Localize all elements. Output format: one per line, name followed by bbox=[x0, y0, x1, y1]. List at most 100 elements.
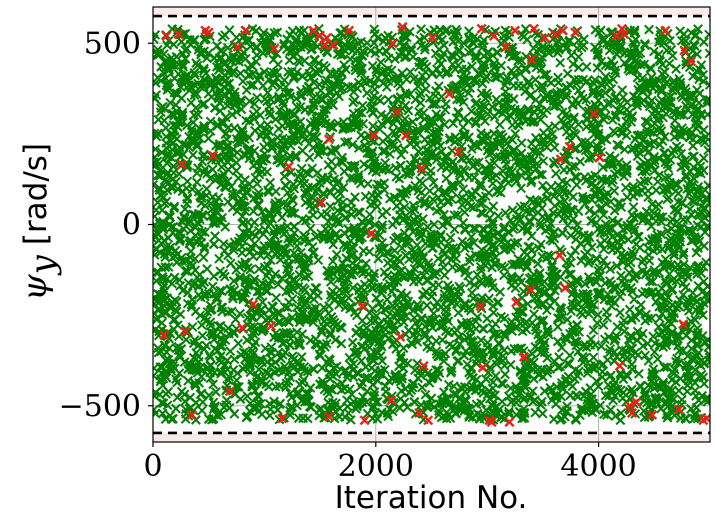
data-point bbox=[671, 64, 682, 74]
data-point bbox=[267, 79, 278, 90]
data-point bbox=[203, 88, 214, 99]
data-point bbox=[231, 107, 242, 117]
data-point bbox=[703, 342, 710, 353]
data-point bbox=[225, 346, 236, 357]
data-point bbox=[453, 106, 464, 117]
data-point bbox=[300, 104, 311, 115]
data-point bbox=[538, 156, 549, 166]
data-point bbox=[225, 258, 236, 269]
data-point bbox=[251, 106, 262, 117]
data-point bbox=[199, 34, 210, 45]
data-point bbox=[647, 367, 658, 378]
data-point bbox=[570, 161, 581, 172]
data-point bbox=[303, 388, 314, 399]
data-point bbox=[580, 145, 591, 156]
data-point bbox=[506, 65, 517, 76]
data-point bbox=[526, 177, 537, 188]
data-point bbox=[439, 270, 450, 281]
data-point bbox=[477, 198, 488, 209]
data-point bbox=[555, 57, 566, 68]
data-point bbox=[516, 183, 526, 194]
data-point bbox=[193, 109, 203, 120]
data-point bbox=[654, 54, 665, 65]
data-point bbox=[449, 224, 460, 235]
data-point bbox=[235, 308, 245, 319]
data-point bbox=[214, 202, 225, 213]
data-point bbox=[571, 172, 582, 183]
data-point bbox=[199, 244, 210, 254]
data-point bbox=[420, 389, 431, 400]
data-point bbox=[343, 408, 354, 418]
data-point bbox=[315, 85, 326, 96]
data-point bbox=[629, 212, 639, 223]
data-point bbox=[618, 253, 629, 264]
data-point bbox=[272, 27, 283, 38]
data-point bbox=[353, 253, 364, 264]
data-point bbox=[481, 71, 492, 82]
data-point bbox=[631, 239, 642, 250]
data-point bbox=[542, 327, 553, 338]
data-point bbox=[416, 314, 427, 325]
data-point bbox=[420, 84, 431, 94]
data-point bbox=[350, 192, 360, 203]
data-point bbox=[161, 389, 172, 399]
data-point bbox=[617, 85, 628, 96]
data-point bbox=[598, 244, 609, 255]
data-point bbox=[494, 119, 505, 130]
data-point bbox=[613, 198, 624, 208]
data-point bbox=[551, 168, 561, 179]
data-point bbox=[445, 232, 456, 243]
data-point bbox=[391, 201, 402, 211]
data-point bbox=[576, 238, 586, 249]
data-point bbox=[600, 71, 611, 82]
data-point bbox=[395, 187, 406, 198]
data-point bbox=[197, 330, 208, 341]
data-point bbox=[609, 186, 620, 196]
data-point bbox=[216, 368, 226, 379]
data-point bbox=[520, 24, 531, 34]
data-point bbox=[469, 237, 479, 248]
data-point bbox=[223, 196, 233, 207]
data-point bbox=[402, 402, 413, 413]
data-point bbox=[649, 347, 660, 357]
data-point bbox=[534, 333, 545, 344]
data-point bbox=[391, 254, 402, 264]
data-point bbox=[192, 168, 202, 178]
data-point bbox=[406, 269, 416, 280]
data-point bbox=[480, 374, 491, 384]
data-point bbox=[567, 279, 577, 290]
data-point bbox=[198, 252, 209, 263]
data-point bbox=[205, 116, 216, 127]
data-point bbox=[295, 101, 306, 112]
data-point bbox=[458, 184, 469, 195]
data-point bbox=[579, 230, 589, 241]
data-point bbox=[181, 183, 192, 194]
data-point bbox=[515, 367, 526, 378]
data-point bbox=[553, 77, 564, 88]
data-point bbox=[235, 68, 246, 79]
data-point bbox=[576, 255, 587, 266]
data-point bbox=[413, 146, 424, 157]
data-point bbox=[593, 309, 603, 320]
data-point bbox=[446, 363, 457, 374]
data-point bbox=[670, 186, 681, 197]
data-point bbox=[205, 173, 216, 184]
data-point bbox=[203, 133, 214, 144]
data-point bbox=[559, 165, 569, 175]
data-point bbox=[252, 92, 262, 103]
data-point bbox=[281, 180, 291, 191]
data-point bbox=[639, 59, 650, 70]
data-point bbox=[219, 245, 230, 256]
data-point bbox=[621, 104, 632, 115]
data-point bbox=[537, 83, 548, 94]
data-point bbox=[422, 300, 432, 311]
data-point bbox=[180, 396, 190, 407]
data-point bbox=[201, 183, 212, 194]
data-point bbox=[508, 94, 519, 104]
data-point bbox=[339, 166, 350, 177]
data-point bbox=[208, 379, 219, 390]
data-point bbox=[659, 67, 670, 77]
data-point bbox=[508, 80, 519, 91]
data-point bbox=[190, 102, 201, 113]
data-point bbox=[592, 254, 602, 264]
